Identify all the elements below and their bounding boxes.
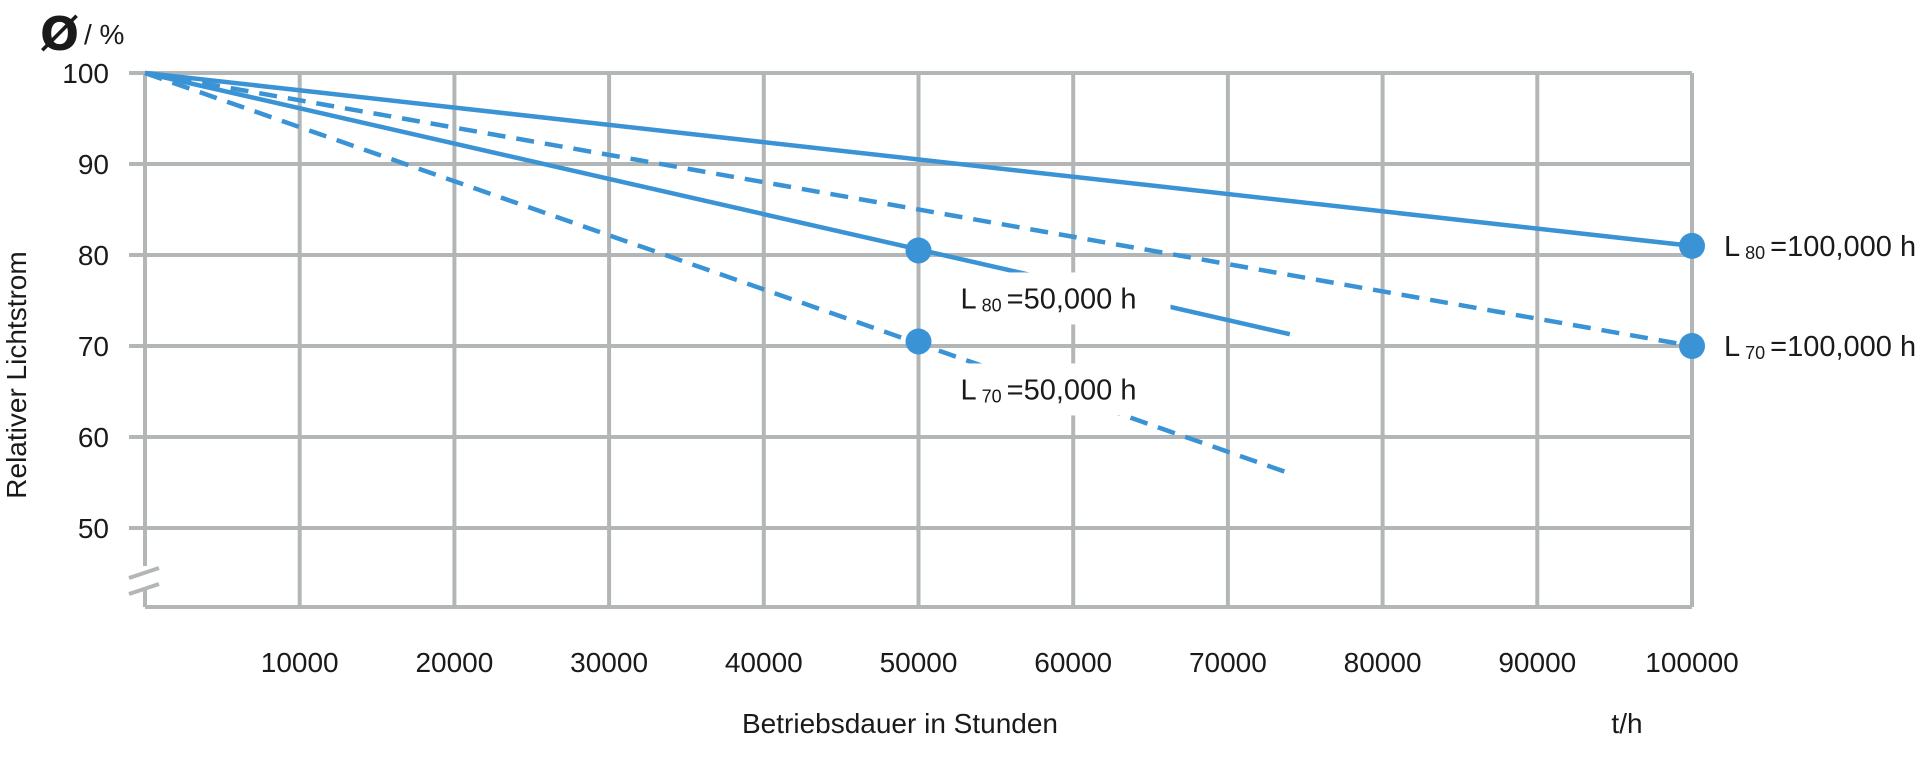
marker-point	[905, 237, 932, 264]
x-axis-label: Betriebsdauer in Stunden	[742, 708, 1058, 739]
marker-label: L 80 =50,000 h	[961, 283, 1137, 315]
axis-break-mark	[128, 566, 160, 580]
tick-labels: 100 90 80 70 60 50 10000 20000 30000 40000 50000 60…	[62, 58, 1738, 678]
x-tick-label: 40000	[725, 647, 803, 678]
y-tick-label: 90	[78, 149, 109, 180]
markers-group	[905, 232, 1705, 359]
marker-label: L 80 =100,000 h	[1724, 231, 1916, 263]
x-tick-label: 100000	[1645, 647, 1738, 678]
grid	[145, 71, 1694, 607]
x-tick-label: 10000	[261, 647, 339, 678]
marker-label: L 70 =100,000 h	[1724, 331, 1916, 363]
series-line-1	[144, 70, 1693, 249]
y-tick-label: 70	[78, 331, 109, 362]
marker-point	[1679, 333, 1705, 359]
axis-break-mark	[128, 582, 160, 596]
label-backgrounds	[948, 272, 1171, 416]
y-axis-label: Relativer Lichtstrom	[1, 251, 32, 498]
marker-labels: L 80 =100,000 h L 70 =100,000 h L 80 =50,000 h L 7…	[961, 231, 1917, 407]
marker-label: L 70 =50,000 h	[961, 374, 1137, 406]
marker-point	[1679, 232, 1705, 259]
x-tick-label: 30000	[570, 647, 648, 678]
x-tick-label: 70000	[1189, 647, 1267, 678]
x-tick-label: 80000	[1344, 647, 1422, 678]
x-tick-label: 90000	[1498, 647, 1576, 678]
series-line-2	[144, 70, 1693, 349]
y-tick-label: 80	[78, 240, 109, 271]
axes	[128, 71, 1692, 609]
y-tick-label: 100	[62, 58, 109, 89]
x-tick-label: 20000	[415, 647, 493, 678]
marker-label-bg	[948, 363, 1171, 416]
x-axis-unit: t/h	[1611, 708, 1642, 739]
y-tick-label: 60	[78, 422, 109, 453]
x-tick-label: 60000	[1034, 647, 1112, 678]
y-tick-label: 50	[78, 513, 109, 544]
x-tick-label: 50000	[880, 647, 958, 678]
marker-point	[905, 328, 932, 355]
y-unit-label: / %	[84, 19, 124, 50]
marker-label-bg	[948, 272, 1171, 325]
y-unit-symbol: Ø	[40, 7, 79, 61]
